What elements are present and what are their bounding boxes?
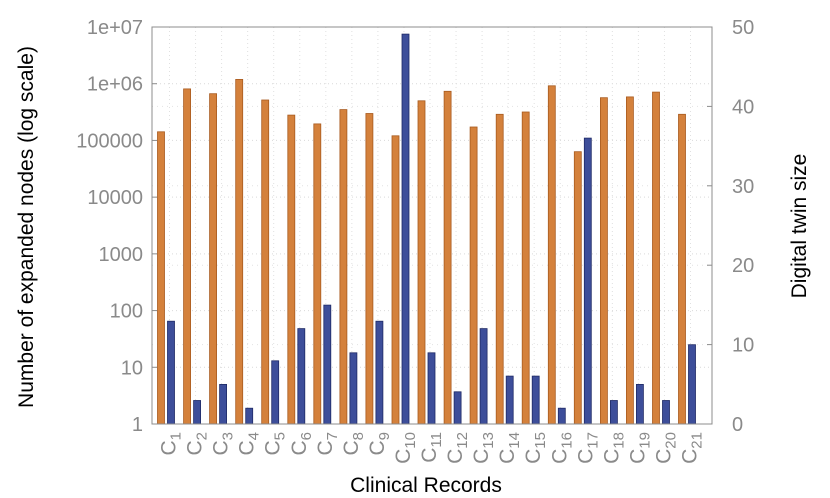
bar-expanded-nodes bbox=[297, 328, 306, 425]
left-tick-label: 100000 bbox=[76, 130, 143, 152]
bar-expanded-nodes bbox=[167, 320, 175, 425]
bar-digital-twin-size bbox=[365, 113, 374, 425]
category-label: C2 bbox=[184, 432, 211, 456]
bar-digital-twin-size bbox=[652, 91, 660, 425]
category-label: C9 bbox=[366, 432, 393, 456]
right-tick-label: 40 bbox=[732, 96, 754, 118]
bar-expanded-nodes bbox=[662, 400, 670, 425]
category-label: C4 bbox=[236, 432, 263, 456]
category-label: C6 bbox=[288, 432, 315, 456]
axes bbox=[151, 26, 713, 425]
category-labels: C1C2C3C4C5C6C7C8C9C10C11C12C13C14C15C16C… bbox=[158, 432, 706, 464]
category-label: C21 bbox=[679, 432, 706, 464]
category-label: C16 bbox=[548, 432, 575, 464]
right-tick-label: 20 bbox=[732, 255, 754, 277]
category-label: C19 bbox=[626, 432, 653, 464]
category-label: C13 bbox=[470, 432, 497, 464]
bar-expanded-nodes bbox=[349, 352, 358, 425]
bar-digital-twin-size bbox=[678, 113, 686, 425]
category-label: C14 bbox=[496, 432, 523, 464]
bar-expanded-nodes bbox=[323, 304, 332, 425]
category-label: C5 bbox=[262, 432, 289, 456]
bar-digital-twin-size bbox=[339, 109, 348, 425]
right-axis-label: Digital twin size bbox=[788, 154, 811, 299]
bar-digital-twin-size bbox=[626, 96, 634, 425]
left-axis-label: Number of expanded nodes (log scale) bbox=[15, 46, 38, 408]
bar-digital-twin-size bbox=[261, 99, 270, 425]
bar-expanded-nodes bbox=[427, 352, 436, 425]
category-label: C20 bbox=[653, 432, 680, 464]
left-tick-label: 10 bbox=[121, 357, 143, 379]
bar-digital-twin-size bbox=[469, 126, 478, 425]
x-axis-label: Clinical Records bbox=[350, 474, 502, 497]
category-label: C3 bbox=[210, 432, 237, 456]
bar-expanded-nodes bbox=[610, 400, 618, 425]
bar-digital-twin-size bbox=[573, 151, 582, 425]
left-tick-label: 1 bbox=[132, 414, 143, 436]
bar-expanded-nodes bbox=[505, 375, 514, 425]
right-axis-ticks: 0 10 20 30 40 50 bbox=[707, 17, 754, 436]
category-label: C17 bbox=[574, 432, 601, 464]
bar-expanded-nodes bbox=[401, 33, 410, 425]
bar-digital-twin-size bbox=[313, 123, 322, 425]
right-tick-label: 0 bbox=[732, 414, 743, 436]
bar-expanded-nodes bbox=[219, 383, 228, 425]
category-label: C1 bbox=[158, 432, 185, 456]
bar-digital-twin-size bbox=[600, 97, 608, 425]
left-axis-ticks: 1 10 100 1000 10000 100000 1e+06 1e+07 bbox=[76, 17, 157, 436]
bar-expanded-nodes bbox=[453, 391, 462, 425]
category-label: C10 bbox=[392, 432, 419, 464]
bar-expanded-nodes bbox=[531, 375, 540, 425]
bar-digital-twin-size bbox=[209, 93, 218, 425]
bar-expanded-nodes bbox=[557, 407, 566, 425]
bar-expanded-nodes bbox=[636, 383, 644, 425]
bar-expanded-nodes bbox=[479, 328, 488, 425]
category-label: C12 bbox=[444, 432, 471, 464]
left-tick-label: 1e+06 bbox=[87, 74, 143, 96]
right-tick-label: 30 bbox=[732, 176, 754, 198]
bar-digital-twin-size bbox=[547, 85, 556, 425]
left-tick-label: 10000 bbox=[87, 187, 143, 209]
bar-expanded-nodes bbox=[245, 407, 254, 425]
bars bbox=[157, 33, 696, 425]
plot-frame bbox=[151, 26, 713, 425]
category-label: C11 bbox=[418, 432, 445, 463]
bar-digital-twin-size bbox=[495, 113, 504, 425]
right-tick-label: 50 bbox=[732, 17, 754, 39]
bar-digital-twin-size bbox=[417, 100, 426, 425]
bar-digital-twin-size bbox=[443, 90, 452, 425]
right-tick-label: 10 bbox=[732, 335, 754, 357]
bar-expanded-nodes bbox=[688, 344, 696, 425]
bar-digital-twin-size bbox=[235, 79, 244, 425]
left-tick-label: 100 bbox=[110, 301, 143, 323]
bar-expanded-nodes bbox=[271, 360, 280, 425]
bar-digital-twin-size bbox=[391, 135, 400, 425]
bar-digital-twin-size bbox=[521, 111, 530, 425]
category-label: C18 bbox=[600, 432, 627, 464]
bar-expanded-nodes bbox=[583, 137, 592, 425]
category-label: C8 bbox=[340, 432, 367, 456]
category-label: C15 bbox=[522, 432, 549, 464]
bar-digital-twin-size bbox=[287, 114, 296, 425]
bar-digital-twin-size bbox=[157, 131, 165, 425]
category-label: C7 bbox=[314, 432, 341, 456]
bar-expanded-nodes bbox=[375, 320, 384, 425]
left-tick-label: 1e+07 bbox=[87, 17, 143, 39]
left-tick-label: 1000 bbox=[99, 244, 144, 266]
bar-digital-twin-size bbox=[183, 88, 192, 425]
bar-expanded-nodes bbox=[193, 400, 202, 425]
